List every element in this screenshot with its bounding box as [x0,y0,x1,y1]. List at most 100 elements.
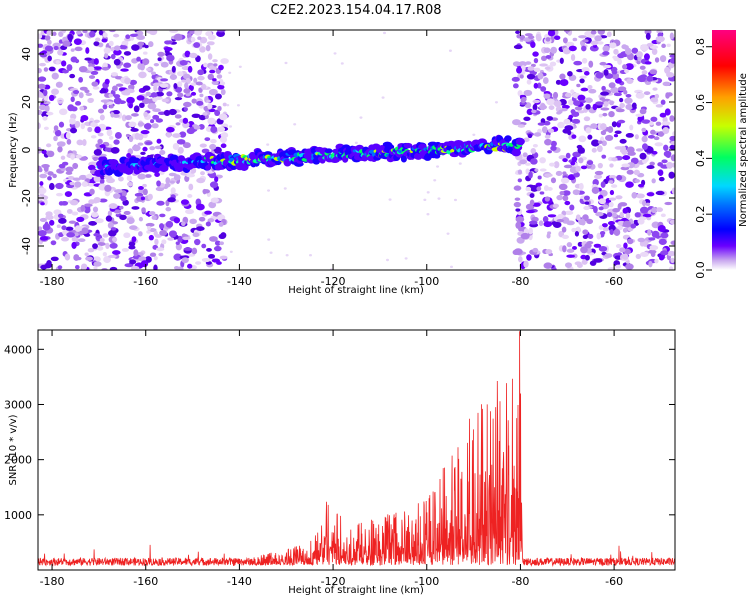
heatmap-cell [57,146,63,153]
heatmap-cell [655,121,662,126]
heatmap-cell [219,136,228,144]
heatmap-cell [207,53,213,60]
x-tick-label: -100 [414,275,439,288]
heatmap-cell [572,189,580,196]
heatmap-cell [625,93,632,98]
heatmap-cell [166,54,175,62]
heatmap-cell [359,116,363,119]
heatmap-cell [547,30,556,37]
heatmap-cell [143,111,148,118]
heatmap-cell [542,215,549,223]
heatmap-cell [97,138,103,145]
heatmap-cell [202,189,210,194]
heatmap-cell [293,123,297,126]
heatmap-cell [582,234,589,239]
heatmap-cell [599,61,607,66]
heatmap-cell [659,55,667,63]
heatmap-cell [82,139,87,147]
heatmap-cell [217,84,225,90]
heatmap-cell [544,66,551,70]
heatmap-cell [551,221,560,226]
heatmap-cell [635,253,642,259]
heatmap-cell [71,236,79,242]
heatmap-cell [650,97,659,103]
heatmap-cell [189,52,198,59]
heatmap-cell [559,73,566,80]
heatmap-cell [74,181,82,188]
heatmap-cell [50,240,57,246]
heatmap-cell [92,206,99,213]
heatmap-cell [238,65,242,69]
heatmap-cell [191,247,198,255]
heatmap-cell [648,237,656,241]
heatmap-cell [200,171,205,176]
heatmap-cell [581,57,588,64]
heatmap-cell [604,253,613,259]
heatmap-cell [108,93,114,98]
heatmap-cell [569,204,575,211]
heatmap-cell [177,71,184,77]
heatmap-cell [147,103,157,110]
heatmap-cell [208,65,217,71]
heatmap-cell [637,183,645,188]
heatmap-cell [586,218,594,225]
heatmap-cell [159,229,168,237]
heatmap-cell [214,93,222,100]
heatmap-cell [46,111,54,116]
heatmap-cell [159,83,169,88]
heatmap-cell [76,216,85,222]
heatmap-cell [46,150,55,158]
snr-panel: -180 -160 -140 -120 -100 -80 -60 1000 2000 3000 4… [4,329,676,596]
heatmap-cell [670,140,675,146]
heatmap-cell [206,99,211,103]
heatmap-cell [101,66,110,71]
heatmap-cell [595,72,604,79]
heatmap-cell [545,55,552,60]
heatmap-cell [101,267,108,270]
heatmap-cell [619,211,624,218]
heatmap-cell [217,126,226,133]
figure-title: C2E2.2023.154.04.17.R08 [270,3,441,18]
heatmap-cell [608,180,614,184]
heatmap-cell [611,157,618,162]
heatmap-cell [592,103,598,111]
heatmap-cell [602,64,612,69]
x-tick-label: -100 [414,575,439,588]
heatmap-cell [263,151,273,157]
x-tick-label: -80 [511,575,529,588]
heatmap-cell [539,63,548,67]
heatmap-cell [529,184,539,192]
heatmap-cell [583,195,590,201]
heatmap-cell [140,260,149,268]
heatmap-cell [118,176,124,182]
heatmap-cell [609,229,614,236]
heatmap-cell [617,86,627,92]
heatmap-cell [142,183,147,188]
heatmap-cell [147,225,152,231]
heatmap-cell [523,137,530,143]
heatmap-cell [530,63,536,68]
snr-y-ticks: 1000 2000 3000 4000 [4,343,675,522]
heatmap-cell [173,33,183,41]
heatmap-cell [165,126,175,133]
heatmap-cell [139,102,145,109]
heatmap-cell [525,168,530,175]
heatmap-cell [546,116,554,121]
heatmap-cell [150,119,155,124]
heatmap-cell [151,123,159,129]
heatmap-cell [167,197,176,203]
heatmap-cell [140,129,150,135]
heatmap-cell [195,203,205,211]
heatmap-cell [197,69,205,76]
heatmap-cell [550,140,557,147]
heatmap-cell [562,158,568,163]
heatmap-cell [102,251,108,257]
heatmap-cell [526,108,534,116]
heatmap-cell [267,189,271,192]
heatmap-cell [622,220,632,228]
heatmap-cell [587,34,596,38]
heatmap-cell [52,31,57,37]
heatmap-cell [90,135,97,139]
heatmap-cell [644,61,652,65]
heatmap-cell [177,235,183,243]
